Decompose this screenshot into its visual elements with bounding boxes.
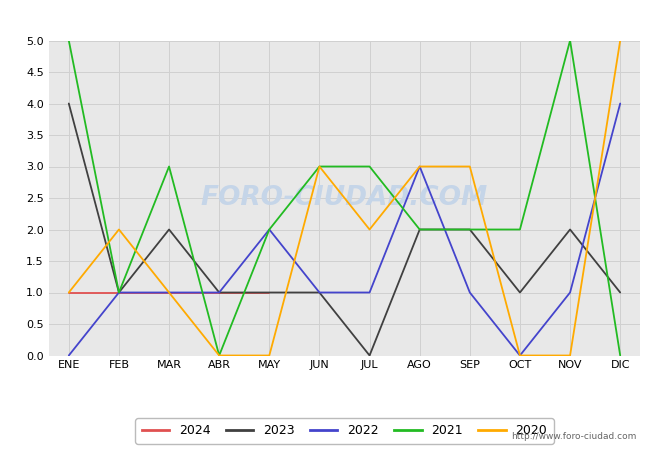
Text: http://www.foro-ciudad.com: http://www.foro-ciudad.com bbox=[512, 432, 637, 441]
Legend: 2024, 2023, 2022, 2021, 2020: 2024, 2023, 2022, 2021, 2020 bbox=[135, 418, 554, 444]
Text: Matriculaciones de Vehiculos en San Esteban de Litera: Matriculaciones de Vehiculos en San Este… bbox=[105, 11, 545, 26]
Text: FORO-CIUDAD.COM: FORO-CIUDAD.COM bbox=[201, 185, 488, 211]
